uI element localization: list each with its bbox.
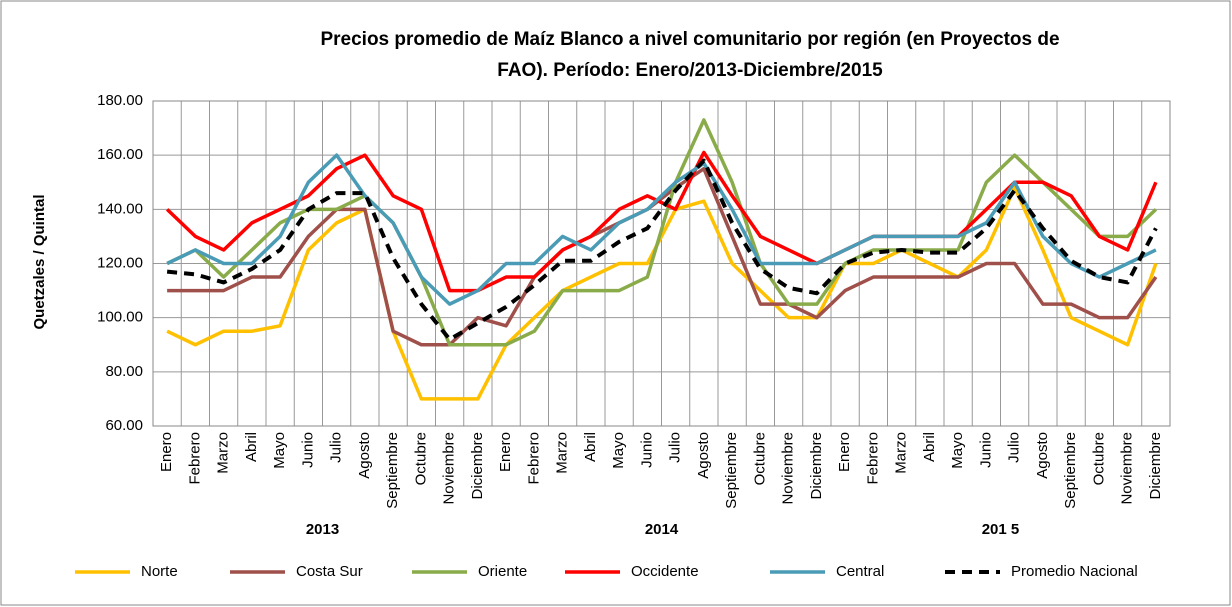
x-tick-label: Agosto — [356, 432, 373, 479]
x-tick-label: Noviembre — [780, 432, 797, 505]
x-tick-label: Octubre — [1090, 432, 1107, 485]
x-tick-label: Junio — [977, 432, 994, 468]
year-label: 2013 — [306, 521, 339, 538]
x-tick-label: Diciembre — [469, 432, 486, 500]
x-tick-label: Julio — [667, 432, 684, 463]
x-tick-label: Octubre — [412, 432, 429, 485]
x-tick-label: Agosto — [695, 432, 712, 479]
legend-label: Occidente — [631, 563, 699, 580]
y-tick-label: 120.00 — [97, 254, 143, 271]
series-line — [167, 166, 1158, 347]
year-label: 2014 — [645, 521, 679, 538]
y-tick-label: 180.00 — [97, 92, 143, 109]
x-tick-label: Junio — [299, 432, 316, 468]
x-tick-label: Septiembre — [723, 432, 740, 509]
x-tick-label: Marzo — [554, 432, 571, 474]
x-tick-label: Julio — [328, 432, 345, 463]
x-tick-label: Octubre — [751, 432, 768, 485]
series-line — [166, 153, 1157, 306]
x-tick-label: Mayo — [271, 432, 288, 469]
y-axis-label: Quetzales / Quintal — [31, 194, 48, 329]
x-tick-label: Marzo — [893, 432, 910, 474]
x-tick-label: Enero — [158, 432, 175, 472]
legend-label: Central — [836, 563, 884, 580]
x-tick-label: Noviembre — [441, 432, 458, 505]
x-tick-label: Febrero — [864, 432, 881, 485]
legend-label: Promedio Nacional — [1011, 563, 1138, 580]
x-tick-label: Enero — [497, 432, 514, 472]
x-tick-label: Diciembre — [808, 432, 825, 500]
legend-label: Norte — [141, 563, 178, 580]
chart-title: Precios promedio de Maíz Blanco a nivel … — [320, 29, 1059, 50]
y-tick-label: 160.00 — [97, 146, 143, 163]
y-tick-label: 60.00 — [105, 417, 143, 434]
x-tick-label: Abril — [921, 432, 938, 462]
chart-title: FAO). Período: Enero/2013-Diciembre/2015 — [497, 60, 883, 81]
x-tick-label: Junio — [638, 432, 655, 468]
legend-label: Costa Sur — [296, 563, 363, 580]
x-tick-label: Abril — [582, 432, 599, 462]
x-tick-label: Enero — [836, 432, 853, 472]
series-line — [166, 118, 1158, 347]
x-tick-label: Septiembre — [1062, 432, 1079, 509]
x-tick-label: Noviembre — [1119, 432, 1136, 505]
x-tick-label: Agosto — [1034, 432, 1051, 479]
y-tick-label: 100.00 — [97, 309, 143, 326]
x-tick-label: Mayo — [949, 432, 966, 469]
x-tick-label: Diciembre — [1147, 432, 1164, 500]
x-tick-label: Marzo — [215, 432, 232, 474]
series-line — [165, 150, 1158, 293]
legend-label: Oriente — [478, 563, 527, 580]
x-tick-label: Mayo — [610, 432, 627, 469]
x-tick-label: Febrero — [186, 432, 203, 485]
year-label: 201 5 — [982, 521, 1020, 538]
x-tick-label: Febrero — [525, 432, 542, 485]
y-tick-label: 80.00 — [105, 363, 143, 380]
y-tick-label: 140.00 — [97, 200, 143, 217]
series-line — [166, 158, 1158, 342]
series-line — [166, 185, 1158, 401]
x-tick-label: Septiembre — [384, 432, 401, 509]
x-tick-label: Julio — [1006, 432, 1023, 463]
plot-border — [152, 100, 1171, 427]
x-tick-label: Abril — [243, 432, 260, 462]
